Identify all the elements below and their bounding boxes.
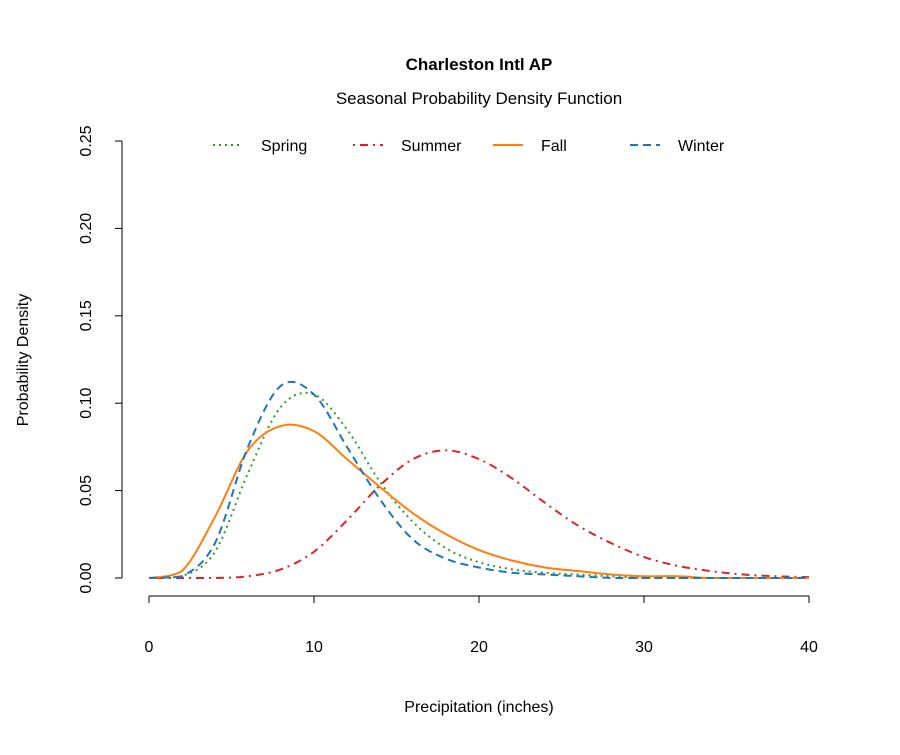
x-tick-label: 10 (305, 639, 323, 656)
y-tick-label: 0.20 (78, 213, 95, 244)
y-tick-label: 0.05 (78, 475, 95, 506)
y-tick-label: 0.25 (78, 125, 95, 156)
curves (148, 380, 810, 579)
y-tick-label: 0.00 (78, 562, 95, 593)
axes: 0.00 0.05 0.10 0.15 0.20 0.25 0 10 20 30 40 (78, 125, 818, 656)
chart-title: Charleston Intl AP (406, 55, 553, 74)
curve-fall (148, 423, 809, 579)
legend: Spring Summer Fall Winter (213, 138, 725, 155)
chart-subtitle: Seasonal Probability Density Function (336, 89, 622, 108)
x-axis-label: Precipitation (inches) (404, 699, 553, 716)
legend-label-spring: Spring (261, 138, 307, 155)
curve-winter (148, 380, 809, 579)
x-tick-label: 20 (470, 639, 488, 656)
x-tick-label: 40 (800, 639, 818, 656)
y-tick-label: 0.15 (78, 300, 95, 331)
y-tick-label: 0.10 (78, 388, 95, 419)
x-tick-label: 30 (635, 639, 653, 656)
x-tick-label: 0 (145, 639, 154, 656)
legend-label-summer: Summer (401, 138, 462, 155)
legend-label-winter: Winter (678, 138, 725, 155)
y-axis-label: Probability Density (15, 294, 32, 427)
legend-label-fall: Fall (541, 138, 567, 155)
curve-summer (149, 449, 810, 579)
